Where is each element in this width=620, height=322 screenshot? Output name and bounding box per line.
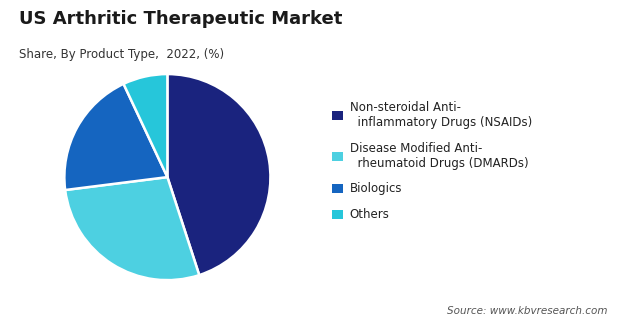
Text: Source: www.kbvresearch.com: Source: www.kbvresearch.com — [447, 306, 608, 316]
Text: US Arthritic Therapeutic Market: US Arthritic Therapeutic Market — [19, 10, 342, 28]
Wedge shape — [167, 74, 270, 275]
Wedge shape — [65, 177, 199, 280]
Wedge shape — [123, 74, 167, 177]
Text: Share, By Product Type,  2022, (%): Share, By Product Type, 2022, (%) — [19, 48, 224, 61]
Legend: Non-steroidal Anti-
  inflammatory Drugs (NSAIDs), Disease Modified Anti-
  rheu: Non-steroidal Anti- inflammatory Drugs (… — [329, 97, 536, 225]
Wedge shape — [64, 84, 167, 190]
